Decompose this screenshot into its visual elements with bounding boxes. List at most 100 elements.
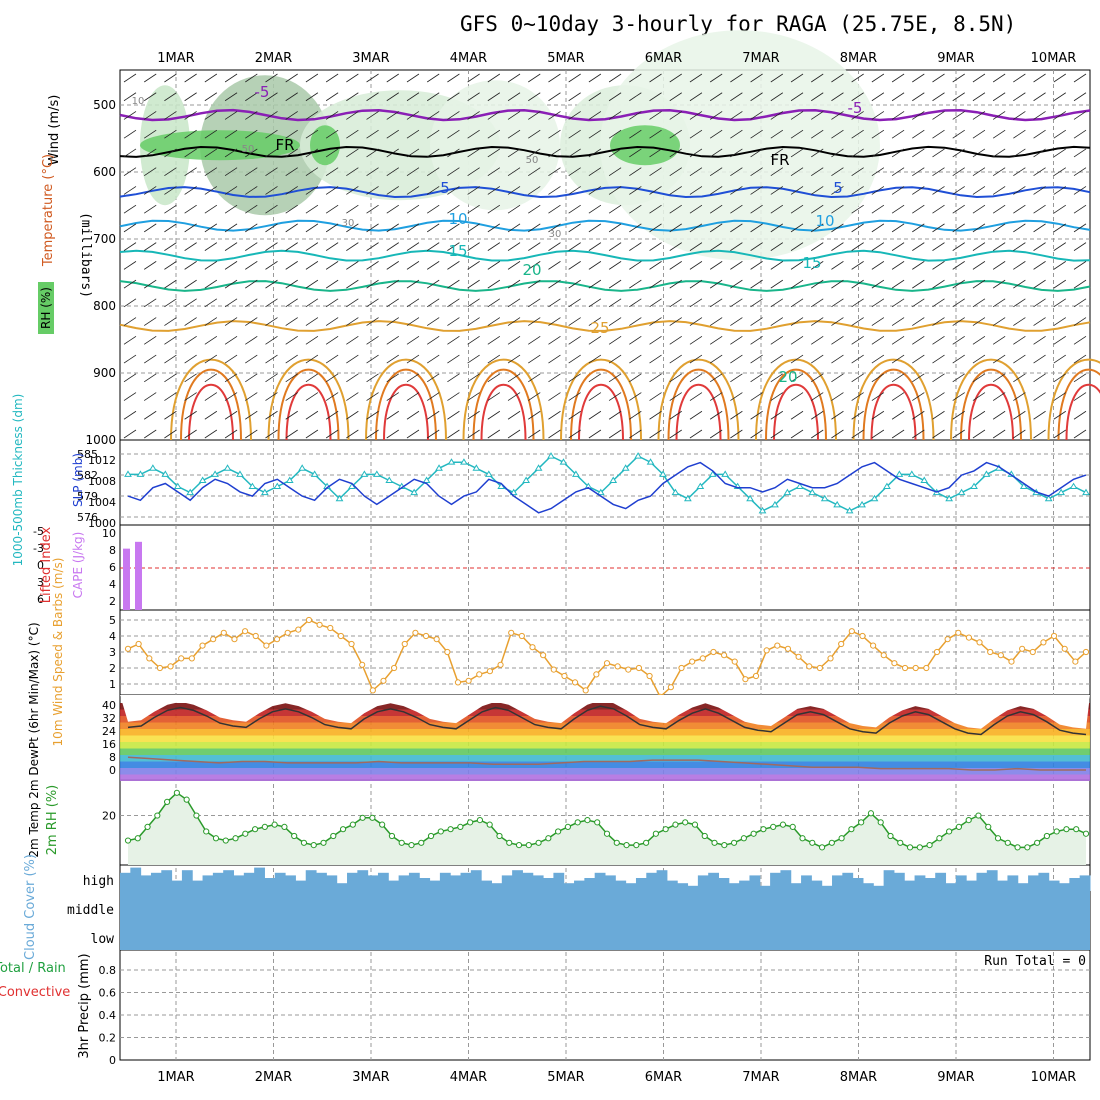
rh-tick: 20 xyxy=(102,810,116,823)
wind-barb xyxy=(689,429,703,439)
wind-barb xyxy=(406,242,420,251)
wind-barb xyxy=(811,167,824,177)
wind-barb xyxy=(143,335,157,345)
wind-barb xyxy=(1053,298,1067,308)
wind-barb xyxy=(811,373,824,383)
data-layer xyxy=(119,30,1100,950)
wind-speed-point xyxy=(699,655,706,662)
wind-barb xyxy=(1073,167,1087,177)
wind-barb xyxy=(689,204,703,214)
wind-speed-point xyxy=(582,687,589,694)
wind-barb xyxy=(891,429,905,439)
low-level-contour xyxy=(480,383,527,441)
wind-barb xyxy=(770,129,784,139)
rh-2m-point xyxy=(750,830,757,837)
thickness-point xyxy=(173,482,182,490)
wind-barb xyxy=(689,392,703,401)
rh-2m-point xyxy=(760,826,767,833)
wind-barb xyxy=(689,92,703,102)
thickness-point xyxy=(1069,482,1078,490)
wind-speed-point xyxy=(1082,648,1090,656)
wind-barb xyxy=(912,373,925,383)
wind-barb xyxy=(649,354,662,364)
wind-barb xyxy=(123,92,137,102)
wind-barb xyxy=(992,186,1006,195)
wind-barb xyxy=(164,410,177,420)
wind-barb xyxy=(1053,111,1067,120)
wind-barb xyxy=(406,148,420,158)
wind-barb xyxy=(608,373,622,383)
wind-barb xyxy=(507,354,521,364)
temperature-side-label: Temperature (°C) xyxy=(41,154,56,267)
wind-barb xyxy=(265,261,278,270)
wind-barb xyxy=(305,186,319,195)
wind-barb xyxy=(689,111,703,120)
low-level-contour xyxy=(267,358,350,441)
wind-barb xyxy=(952,204,965,214)
wind-barb xyxy=(487,148,501,158)
wind-barb xyxy=(689,298,703,308)
wind-barb xyxy=(487,111,501,120)
wind-barb xyxy=(386,186,399,195)
wind-barb xyxy=(952,335,965,345)
rh-2m-point xyxy=(476,816,484,824)
thickness-point xyxy=(883,482,891,490)
date-label-bottom: 10MAR xyxy=(1031,1070,1077,1085)
cloud-high-bar xyxy=(914,875,926,891)
wind-barb xyxy=(426,261,440,270)
wind-speed-point xyxy=(1029,648,1036,656)
date-label-top: 2MAR xyxy=(255,51,292,66)
rh-2m-point xyxy=(936,835,943,842)
wind-barb xyxy=(709,429,723,439)
wind-barb xyxy=(871,73,885,83)
wind-barb xyxy=(811,279,824,289)
contour-label: -5 xyxy=(255,83,270,101)
wind-barb xyxy=(406,373,420,383)
cloud-high-bar xyxy=(708,872,720,891)
wind-barb xyxy=(224,242,238,251)
wind-barb xyxy=(851,92,864,102)
wind-barb xyxy=(143,392,157,401)
wind-barb xyxy=(204,354,218,364)
wind-barb xyxy=(285,410,298,420)
wind-barb xyxy=(992,298,1006,308)
wind-barb xyxy=(689,373,703,383)
thickness-tick: 585 xyxy=(77,448,98,461)
li-tick: -5 xyxy=(33,525,44,538)
wind-barb xyxy=(1033,354,1046,364)
cloud-high-bar xyxy=(181,870,193,891)
wind-barb xyxy=(750,279,763,289)
wind-barb xyxy=(467,186,480,195)
wind-barb xyxy=(285,204,298,214)
wind-barb xyxy=(689,223,703,233)
wind-barb xyxy=(972,429,986,439)
wind-barb xyxy=(1053,429,1067,439)
wind-barb xyxy=(851,204,864,214)
wind-barb xyxy=(649,373,662,383)
wind-barb xyxy=(386,167,399,177)
wind-barb xyxy=(952,373,965,383)
wind-barb xyxy=(649,167,662,177)
wind-barb xyxy=(164,186,177,195)
low-level-contour xyxy=(773,383,819,441)
wind-barb xyxy=(204,92,218,102)
wind-barb xyxy=(487,335,501,345)
wind-barb xyxy=(143,73,157,83)
isotherm-contour xyxy=(119,320,1091,332)
wind-barb xyxy=(871,92,885,102)
rh-2m-point xyxy=(926,841,933,849)
wind-barb xyxy=(871,429,885,439)
wind-barb xyxy=(143,354,157,364)
wind-barb xyxy=(629,204,642,214)
wind-barb xyxy=(1053,317,1067,326)
rh-2m-point xyxy=(623,841,630,849)
wind-barb xyxy=(285,373,298,383)
wind-barb xyxy=(709,167,723,177)
wind-barb xyxy=(123,148,137,158)
wind-barb xyxy=(992,129,1006,139)
wind-barb xyxy=(992,373,1006,383)
cloud-high-bar xyxy=(873,885,885,891)
wind-speed-point xyxy=(1072,658,1079,665)
wind-barb xyxy=(184,429,197,439)
wind-barb xyxy=(811,429,824,439)
